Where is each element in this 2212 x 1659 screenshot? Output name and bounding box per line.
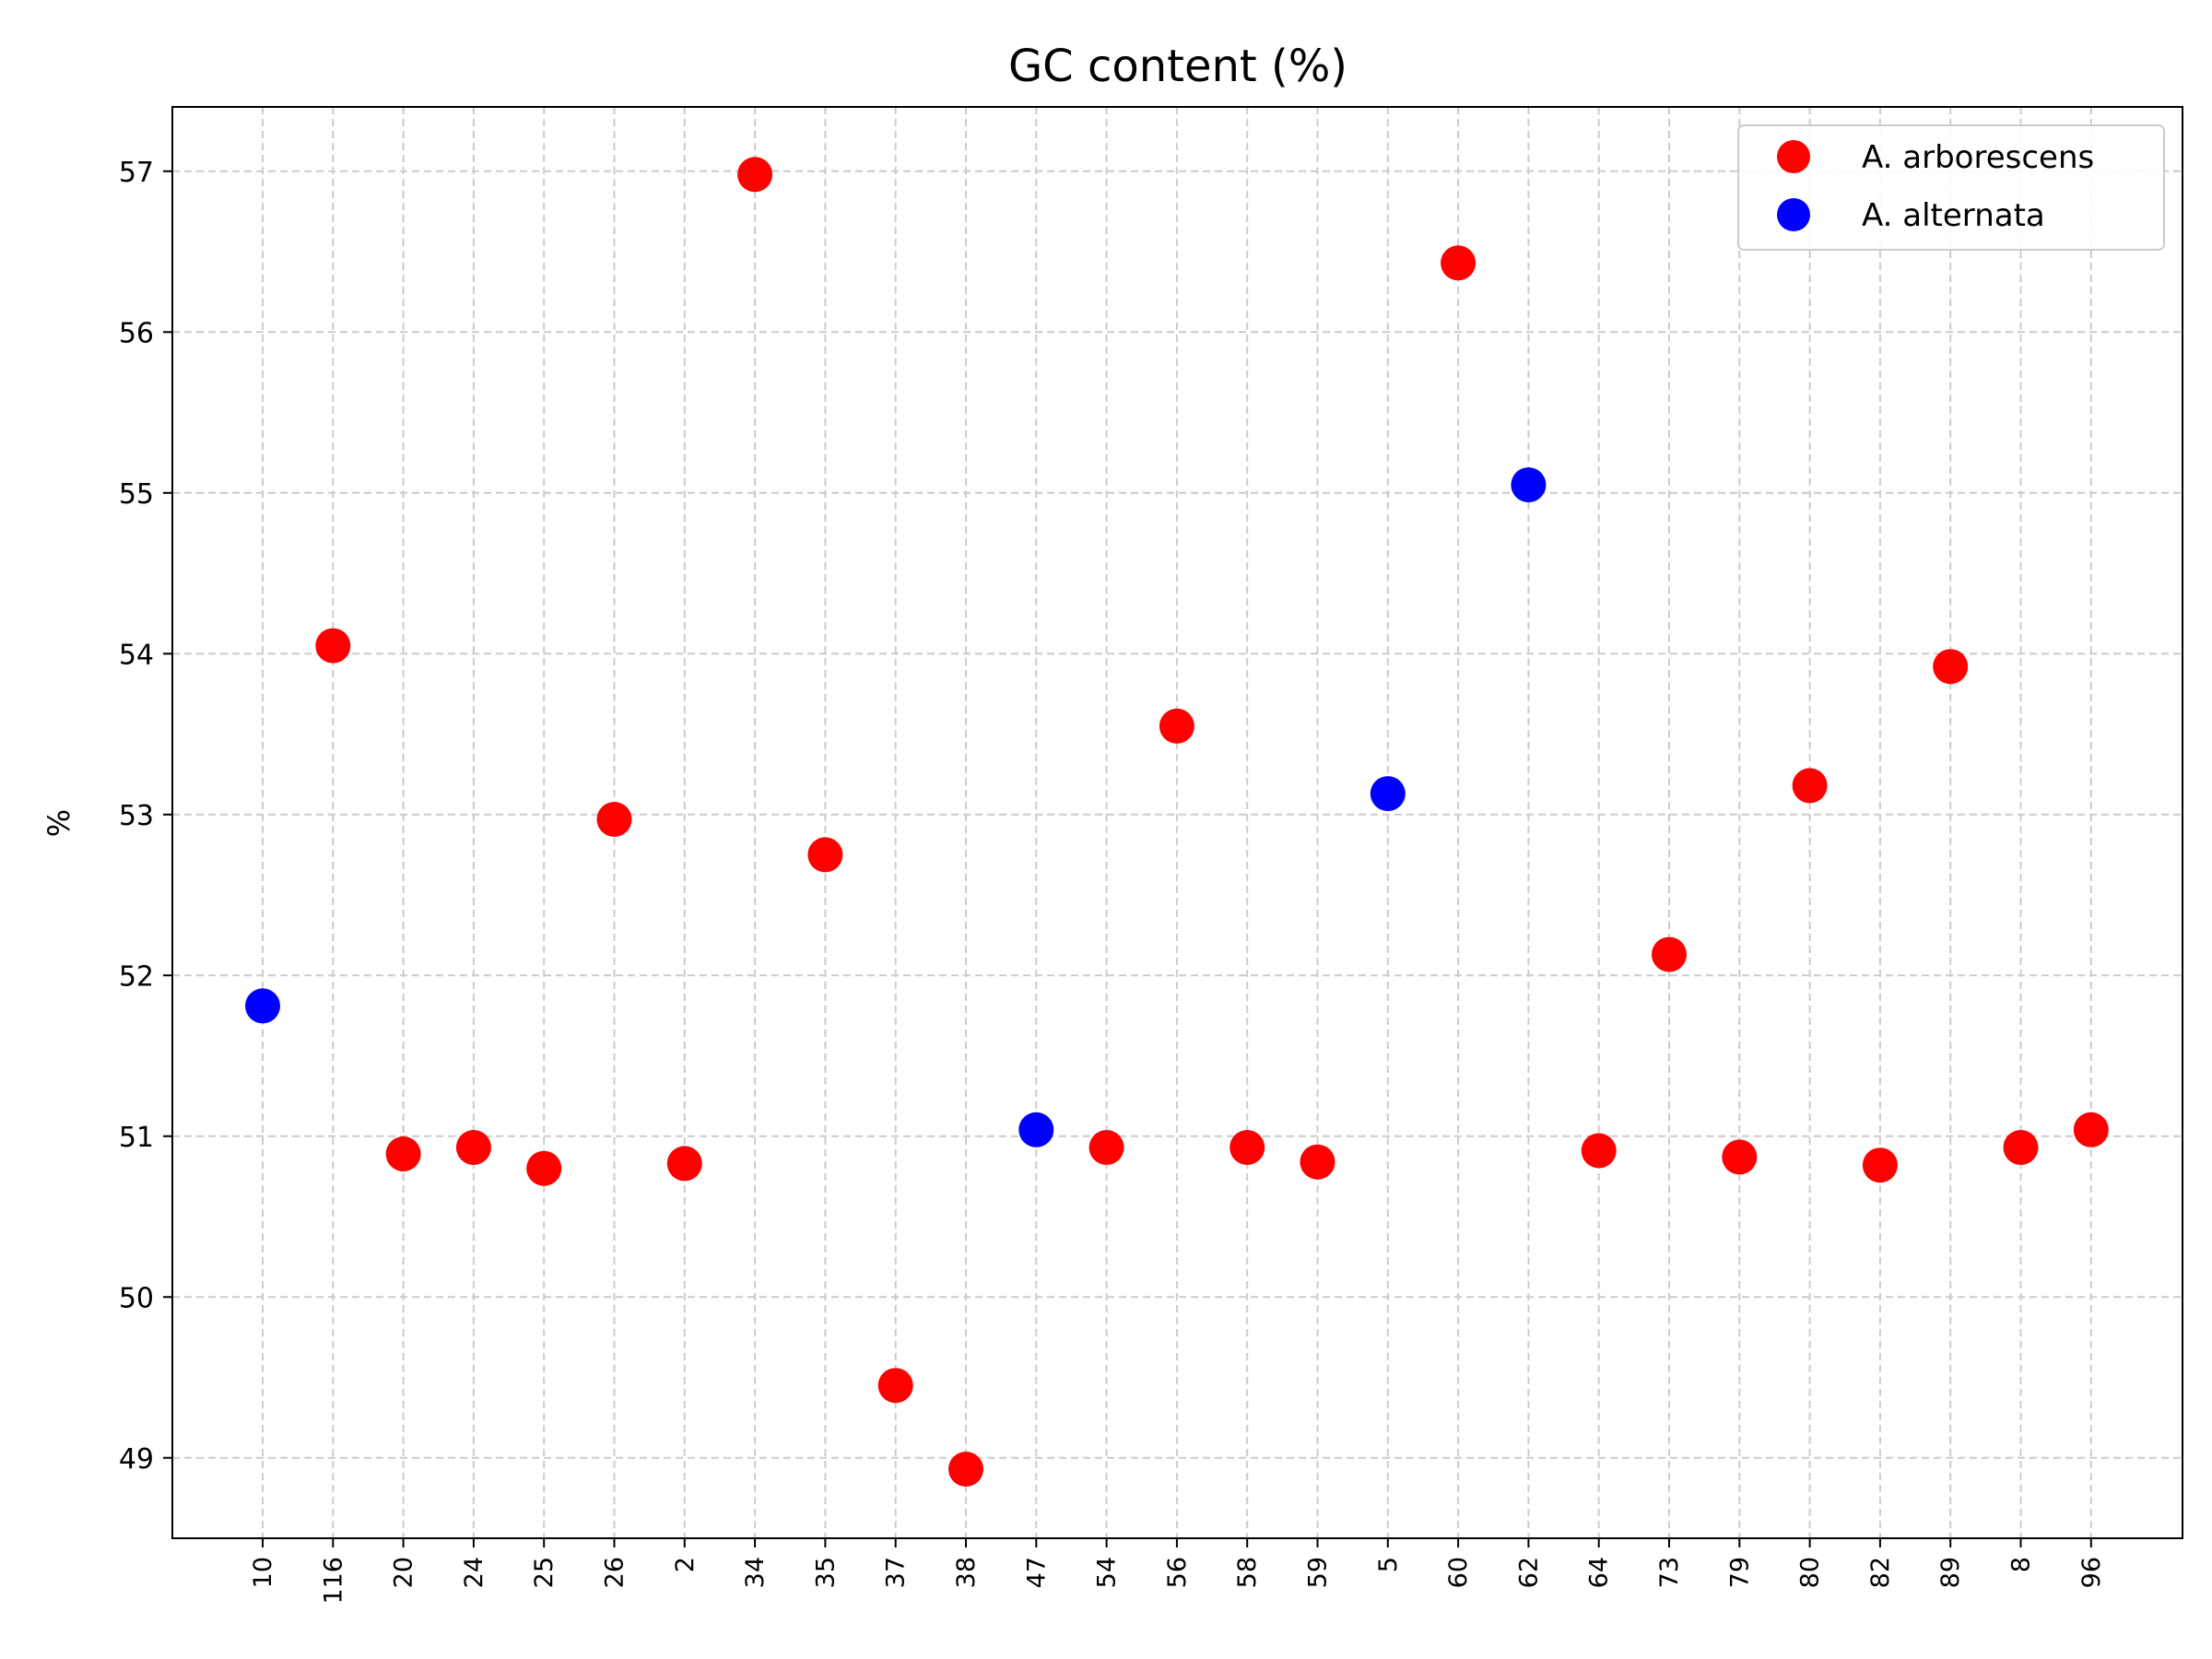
data-point-arborescens [877,1368,913,1404]
data-point-arborescens [1300,1144,1335,1180]
x-tick-label: 96 [2077,1557,2106,1588]
x-axis-ticks: 10 116 20 24 25 26 2 34 35 37 38 47 54 56 58 59 5 60 62 64 7… [249,1538,2106,1605]
x-tick-label: 60 [1444,1557,1473,1588]
data-point-arborescens [1862,1147,1898,1183]
legend-label-alternata: A. alternata [1862,197,2045,234]
x-tick-label: 89 [1936,1557,1965,1588]
y-tick-label: 54 [119,639,154,671]
data-point-arborescens [1230,1130,1265,1165]
y-tick-label: 55 [119,478,154,511]
x-tick-label: 82 [1866,1557,1895,1588]
x-tick-label: 20 [390,1557,418,1588]
x-tick-label: 2 [671,1557,700,1572]
y-axis-ticks: 49 50 51 52 53 54 55 56 57 [119,157,172,1476]
data-point-alternata [245,988,280,1024]
x-tick-label: 62 [1514,1557,1543,1588]
x-tick-label: 56 [1163,1557,1192,1588]
x-tick-label: 25 [530,1557,559,1588]
data-points [245,157,2109,1487]
y-axis-label: % [41,809,76,837]
data-point-arborescens [1441,245,1477,281]
legend-label-arborescens: A. arborescens [1862,139,2094,176]
data-point-alternata [1370,776,1406,812]
data-point-arborescens [1933,649,1969,685]
data-point-arborescens [385,1136,421,1171]
data-point-arborescens [807,837,843,873]
y-tick-label: 52 [119,960,154,993]
x-tick-label: 34 [741,1557,770,1588]
data-point-arborescens [1088,1130,1124,1165]
x-tick-label: 35 [811,1557,840,1588]
x-tick-label: 64 [1585,1557,1614,1588]
x-tick-label: 37 [882,1557,911,1588]
legend-marker-alternata [1777,198,1810,231]
data-point-arborescens [2003,1130,2039,1165]
y-tick-label: 50 [119,1282,154,1314]
x-tick-label: 80 [1796,1557,1825,1588]
x-tick-label: 5 [1374,1557,1403,1572]
x-tick-label: 47 [1022,1557,1051,1588]
data-point-arborescens [455,1130,491,1165]
legend-marker-arborescens [1777,140,1810,173]
x-tick-label: 26 [601,1557,629,1588]
x-tick-label: 8 [2007,1557,2036,1572]
data-point-arborescens [1792,768,1828,804]
y-tick-label: 56 [119,317,154,349]
data-point-arborescens [1652,936,1687,972]
data-point-arborescens [2073,1112,2109,1147]
x-tick-label: 73 [1655,1557,1684,1588]
data-point-arborescens [737,157,773,193]
data-point-arborescens [1722,1139,1758,1175]
data-point-arborescens [596,802,632,837]
y-tick-label: 51 [119,1122,154,1154]
x-tick-label: 116 [319,1557,347,1605]
y-tick-label: 57 [119,157,154,189]
x-tick-label: 24 [460,1557,488,1588]
legend: A. arborescens A. alternata [1737,124,2165,251]
data-point-arborescens [948,1452,983,1487]
x-tick-label: 59 [1304,1557,1333,1588]
data-point-arborescens [1581,1133,1617,1169]
x-tick-label: 38 [952,1557,981,1588]
data-point-alternata [1018,1112,1054,1147]
data-point-arborescens [1159,708,1194,744]
grid-lines [172,107,2183,1538]
x-tick-label: 54 [1093,1557,1122,1588]
data-point-alternata [1511,467,1547,503]
y-tick-label: 53 [119,800,154,832]
x-tick-label: 58 [1233,1557,1262,1588]
x-tick-label: 10 [249,1557,277,1588]
plot-area-frame [171,106,2183,1539]
y-tick-label: 49 [119,1443,154,1476]
data-point-arborescens [666,1146,702,1182]
legend-box [1737,124,2165,251]
x-tick-label: 79 [1725,1557,1754,1588]
chart-title: GC content (%) [1008,41,1347,92]
data-point-arborescens [526,1150,562,1186]
data-point-arborescens [315,628,351,664]
